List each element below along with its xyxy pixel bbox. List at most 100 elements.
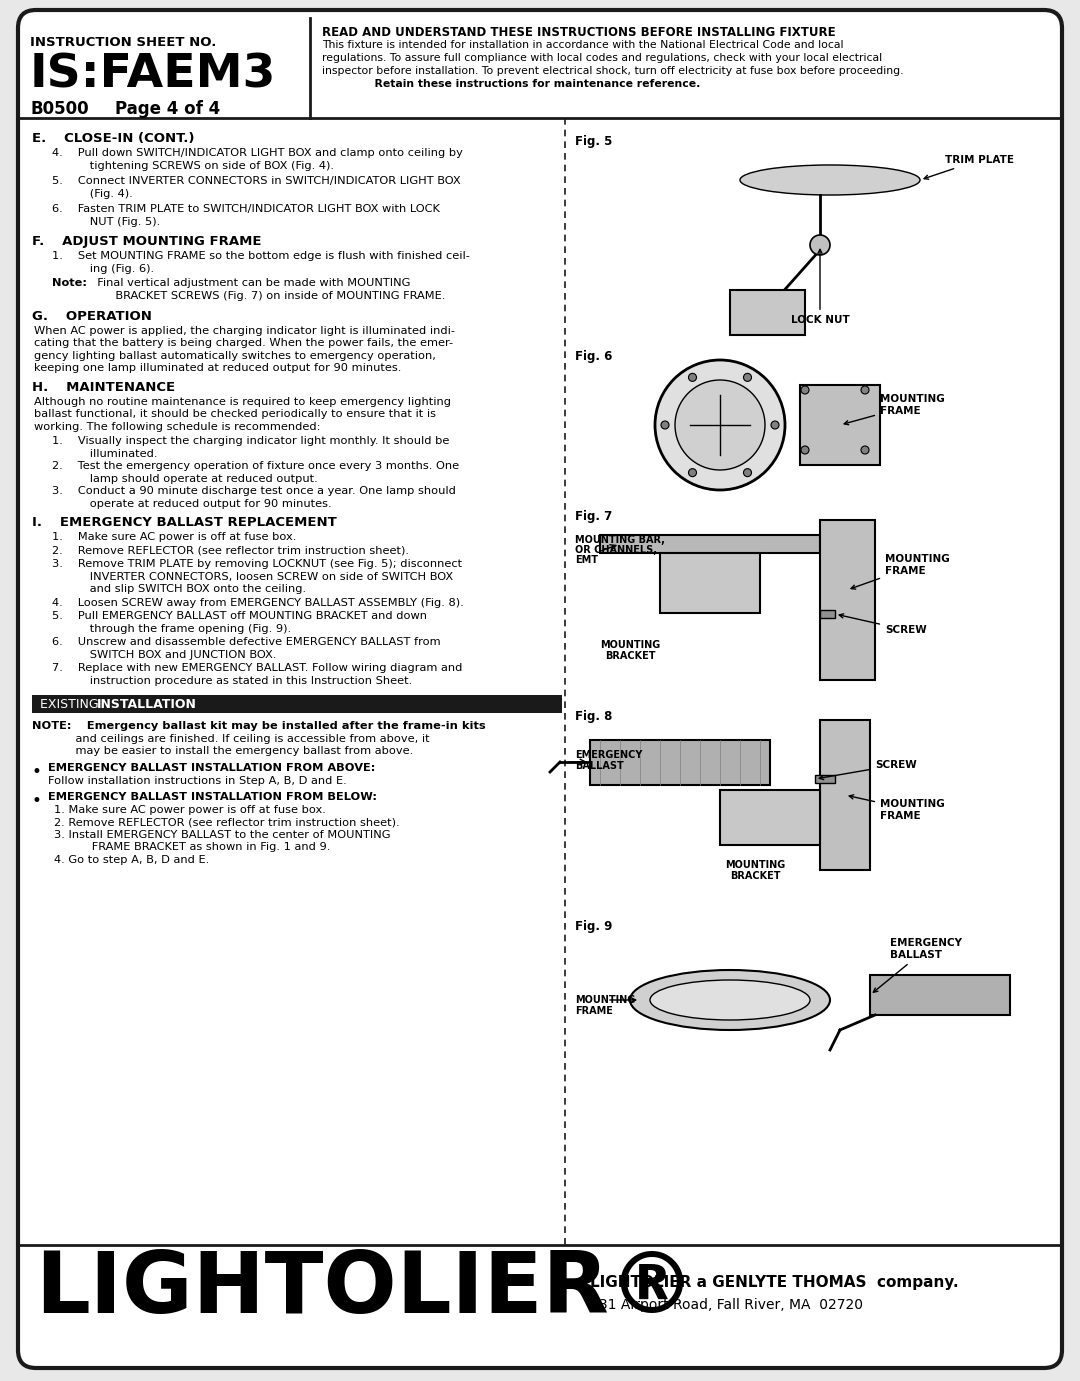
Text: BRACKET SCREWS (Fig. 7) on inside of MOUNTING FRAME.: BRACKET SCREWS (Fig. 7) on inside of MOU…	[90, 290, 445, 301]
Ellipse shape	[630, 969, 831, 1030]
Text: READ AND UNDERSTAND THESE INSTRUCTIONS BEFORE INSTALLING FIXTURE: READ AND UNDERSTAND THESE INSTRUCTIONS B…	[322, 26, 836, 39]
Bar	[600, 534, 820, 552]
Text: B0500: B0500	[30, 99, 89, 117]
Text: BRACKET: BRACKET	[730, 871, 780, 881]
Text: FRAME BRACKET as shown in Fig. 1 and 9.: FRAME BRACKET as shown in Fig. 1 and 9.	[54, 842, 330, 852]
Text: illuminated.: illuminated.	[52, 449, 158, 458]
Text: 2.  Remove REFLECTOR (see reflector trim instruction sheet).: 2. Remove REFLECTOR (see reflector trim …	[52, 545, 409, 555]
Text: 2.  Test the emergency operation of fixture once every 3 months. One: 2. Test the emergency operation of fixtu…	[52, 461, 459, 471]
Text: keeping one lamp illuminated at reduced output for 90 minutes.: keeping one lamp illuminated at reduced …	[33, 363, 402, 373]
Text: may be easier to install the emergency ballast from above.: may be easier to install the emergency b…	[32, 746, 414, 755]
Text: INVERTER CONNECTORS, loosen SCREW on side of SWITCH BOX: INVERTER CONNECTORS, loosen SCREW on sid…	[52, 572, 454, 581]
Text: SWITCH BOX and JUNCTION BOX.: SWITCH BOX and JUNCTION BOX.	[52, 649, 276, 660]
Circle shape	[743, 373, 752, 381]
Text: 5.  Pull EMERGENCY BALLAST off MOUNTING BRACKET and down: 5. Pull EMERGENCY BALLAST off MOUNTING B…	[52, 610, 427, 621]
Text: 6.  Unscrew and disassemble defective EMERGENCY BALLAST from: 6. Unscrew and disassemble defective EME…	[52, 637, 441, 648]
Circle shape	[861, 446, 869, 454]
Text: Page 4 of 4: Page 4 of 4	[114, 99, 220, 117]
Ellipse shape	[740, 164, 920, 195]
Text: 5.  Connect INVERTER CONNECTORS in SWITCH/INDICATOR LIGHT BOX: 5. Connect INVERTER CONNECTORS in SWITCH…	[52, 175, 461, 186]
Text: MOUNTING
FRAME: MOUNTING FRAME	[845, 394, 945, 425]
Text: 3.  Remove TRIM PLATE by removing LOCKNUT (see Fig. 5); disconnect: 3. Remove TRIM PLATE by removing LOCKNUT…	[52, 559, 462, 569]
Circle shape	[810, 235, 831, 255]
Text: F.  ADJUST MOUNTING FRAME: F. ADJUST MOUNTING FRAME	[32, 235, 261, 249]
Text: working. The following schedule is recommended:: working. The following schedule is recom…	[33, 421, 321, 431]
Text: BALLAST: BALLAST	[575, 761, 624, 771]
Text: Retain these instructions for maintenance reference.: Retain these instructions for maintenanc…	[322, 79, 700, 88]
FancyBboxPatch shape	[18, 10, 1062, 1369]
Circle shape	[801, 446, 809, 454]
Bar	[32, 695, 562, 713]
Text: inspector before installation. To prevent electrical shock, turn off electricity: inspector before installation. To preven…	[322, 66, 904, 76]
Text: instruction procedure as stated in this Instruction Sheet.: instruction procedure as stated in this …	[52, 675, 413, 685]
Text: 4.  Pull down SWITCH/INDICATOR LIGHT BOX and clamp onto ceiling by: 4. Pull down SWITCH/INDICATOR LIGHT BOX …	[52, 148, 463, 157]
Bar	[870, 975, 1010, 1015]
Text: This fixture is intended for installation in accordance with the National Electr: This fixture is intended for installatio…	[322, 40, 843, 50]
Bar	[815, 775, 835, 783]
Text: 3.  Conduct a 90 minute discharge test once a year. One lamp should: 3. Conduct a 90 minute discharge test on…	[52, 486, 456, 496]
Text: and slip SWITCH BOX onto the ceiling.: and slip SWITCH BOX onto the ceiling.	[52, 584, 306, 594]
Text: through the frame opening (Fig. 9).: through the frame opening (Fig. 9).	[52, 623, 292, 634]
Text: NOTE:  Emergency ballast kit may be installed after the frame-in kits: NOTE: Emergency ballast kit may be insta…	[32, 721, 486, 731]
Bar	[820, 720, 870, 870]
Bar	[660, 552, 760, 613]
Text: and ceilings are finished. If ceiling is accessible from above, it: and ceilings are finished. If ceiling is…	[32, 733, 430, 743]
Circle shape	[675, 380, 765, 470]
Text: EMERGENCY BALLAST INSTALLATION FROM BELOW:: EMERGENCY BALLAST INSTALLATION FROM BELO…	[48, 791, 377, 801]
Bar	[720, 790, 820, 845]
Text: E.  CLOSE-IN (CONT.): E. CLOSE-IN (CONT.)	[32, 133, 194, 145]
Text: Fig. 5: Fig. 5	[575, 135, 612, 148]
Text: EMT: EMT	[575, 555, 598, 565]
Text: Although no routine maintenance is required to keep emergency lighting: Although no routine maintenance is requi…	[33, 396, 451, 406]
Text: EMERGENCY
BALLAST: EMERGENCY BALLAST	[874, 939, 962, 993]
Text: 4.  Loosen SCREW away from EMERGENCY BALLAST ASSEMBLY (Fig. 8).: 4. Loosen SCREW away from EMERGENCY BALL…	[52, 598, 463, 608]
Circle shape	[689, 468, 697, 476]
Text: EMERGENCY: EMERGENCY	[575, 750, 643, 760]
Text: EXISTING: EXISTING	[40, 697, 103, 710]
Text: tightening SCREWS on side of BOX (Fig. 4).: tightening SCREWS on side of BOX (Fig. 4…	[52, 160, 334, 170]
Text: OR CHANNELS,: OR CHANNELS,	[575, 545, 657, 555]
Text: EMERGENCY BALLAST INSTALLATION FROM ABOVE:: EMERGENCY BALLAST INSTALLATION FROM ABOV…	[48, 762, 376, 772]
Bar	[820, 610, 835, 619]
Text: MOUNTING: MOUNTING	[725, 860, 785, 870]
Text: 1.  Make sure AC power is off at fuse box.: 1. Make sure AC power is off at fuse box…	[52, 532, 296, 541]
Text: BRACKET: BRACKET	[605, 650, 656, 661]
Text: MOUNTING: MOUNTING	[575, 994, 635, 1005]
Bar	[820, 521, 875, 679]
Text: LOCK NUT: LOCK NUT	[791, 250, 849, 325]
Text: Follow installation instructions in Step A, B, D and E.: Follow installation instructions in Step…	[48, 776, 347, 786]
Text: I.  EMERGENCY BALLAST REPLACEMENT: I. EMERGENCY BALLAST REPLACEMENT	[32, 516, 337, 529]
Text: 631 Airport Road, Fall River, MA  02720: 631 Airport Road, Fall River, MA 02720	[590, 1298, 863, 1312]
Text: Fig. 6: Fig. 6	[575, 349, 612, 363]
Text: 6.  Fasten TRIM PLATE to SWITCH/INDICATOR LIGHT BOX with LOCK: 6. Fasten TRIM PLATE to SWITCH/INDICATOR…	[52, 204, 440, 214]
Text: cating that the battery is being charged. When the power fails, the emer-: cating that the battery is being charged…	[33, 338, 454, 348]
Text: NUT (Fig. 5).: NUT (Fig. 5).	[52, 217, 160, 226]
Text: ballast functional, it should be checked periodically to ensure that it is: ballast functional, it should be checked…	[33, 409, 436, 418]
Circle shape	[743, 468, 752, 476]
Circle shape	[801, 387, 809, 394]
Bar	[730, 290, 805, 336]
Text: LIGHTOLIER®: LIGHTOLIER®	[35, 1248, 696, 1331]
Text: SCREW: SCREW	[820, 760, 917, 780]
Text: Fig. 9: Fig. 9	[575, 920, 612, 934]
Text: 3. Install EMERGENCY BALLAST to the center of MOUNTING: 3. Install EMERGENCY BALLAST to the cent…	[54, 830, 391, 840]
Text: 1.  Set MOUNTING FRAME so the bottom edge is flush with finished ceil-: 1. Set MOUNTING FRAME so the bottom edge…	[52, 251, 470, 261]
Bar	[800, 385, 880, 465]
Text: •: •	[32, 762, 42, 780]
Text: MOUNTING
FRAME: MOUNTING FRAME	[851, 554, 949, 590]
Text: SCREW: SCREW	[839, 613, 927, 635]
Text: Final vertical adjustment can be made with MOUNTING: Final vertical adjustment can be made wi…	[90, 278, 410, 289]
Text: H.  MAINTENANCE: H. MAINTENANCE	[32, 381, 175, 394]
Text: ing (Fig. 6).: ing (Fig. 6).	[52, 264, 154, 273]
Text: Fig. 7: Fig. 7	[575, 510, 612, 523]
Text: regulations. To assure full compliance with local codes and regulations, check w: regulations. To assure full compliance w…	[322, 52, 882, 64]
Text: FRAME: FRAME	[575, 1005, 612, 1016]
Bar	[590, 740, 770, 784]
Text: Fig. 8: Fig. 8	[575, 710, 612, 724]
Text: G.  OPERATION: G. OPERATION	[32, 309, 152, 323]
Text: When AC power is applied, the charging indicator light is illuminated indi-: When AC power is applied, the charging i…	[33, 326, 455, 336]
Text: MOUNTING BAR,: MOUNTING BAR,	[575, 534, 665, 545]
Text: TRIM PLATE: TRIM PLATE	[924, 155, 1014, 180]
Circle shape	[654, 360, 785, 490]
Ellipse shape	[650, 981, 810, 1021]
